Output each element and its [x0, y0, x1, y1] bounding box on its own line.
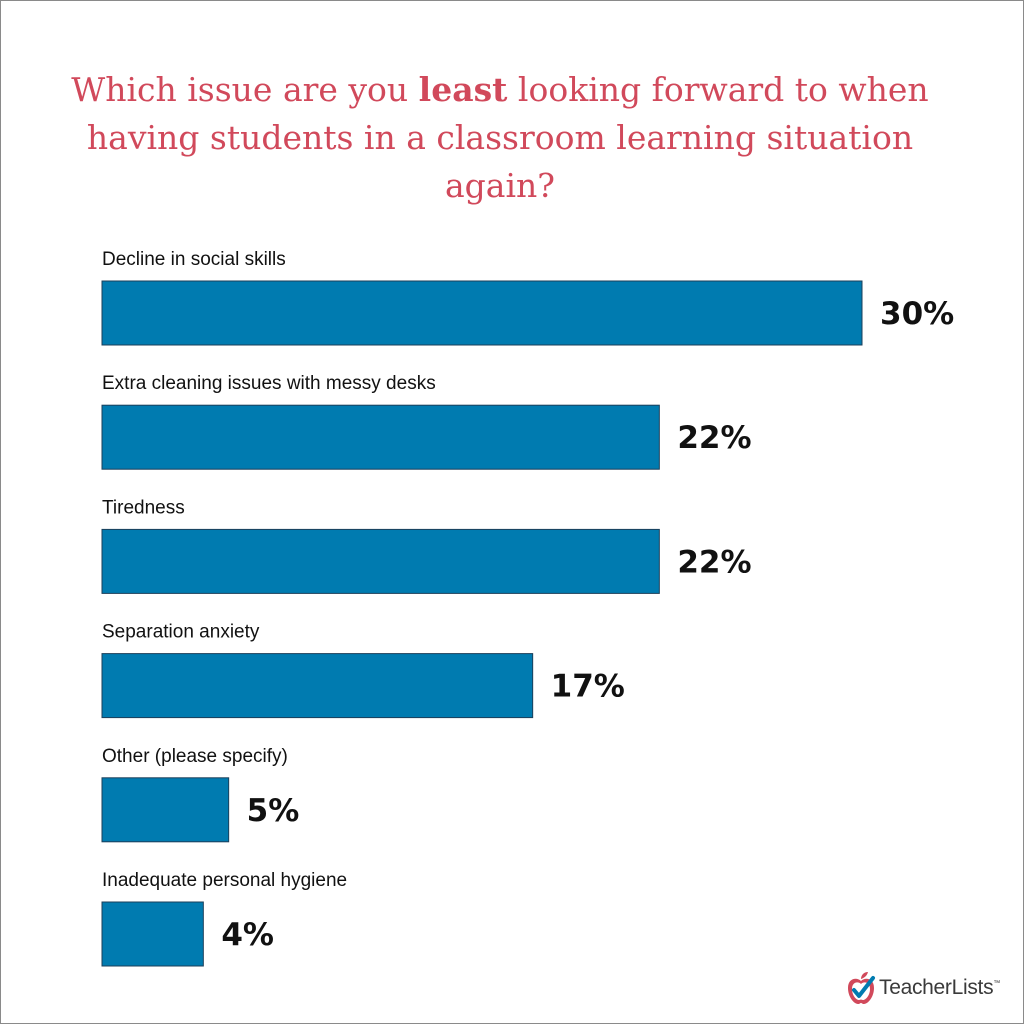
check-mark — [852, 976, 875, 998]
bar — [101, 777, 230, 843]
value-label: 22% — [677, 544, 751, 580]
category-label: Decline in social skills — [102, 249, 286, 270]
chart-title-part-2: looking forward to when having students … — [86, 70, 929, 205]
apple-leaf — [861, 972, 868, 979]
value-label: 4% — [221, 917, 274, 953]
brand-trademark: ™ — [993, 980, 1001, 987]
bar — [101, 901, 204, 967]
bar — [101, 528, 660, 594]
category-label: Tiredness — [102, 497, 185, 518]
category-label: Other (please specify) — [102, 746, 288, 767]
bar — [101, 404, 660, 470]
chart-title: Which issue are you least looking forwar… — [40, 66, 960, 210]
bar — [101, 653, 534, 719]
value-label: 22% — [677, 420, 751, 456]
apple-check-icon — [848, 972, 875, 1004]
chart-title-part-1: Which issue are you — [71, 70, 419, 109]
value-label: 30% — [880, 296, 954, 332]
bar — [101, 280, 863, 346]
category-label: Separation anxiety — [102, 622, 260, 643]
category-label: Inadequate personal hygiene — [102, 870, 347, 891]
teacherlists-logo: TeacherLists ™ — [846, 968, 1000, 1008]
value-label: 5% — [247, 793, 300, 829]
brand-name: TeacherLists — [879, 976, 994, 999]
value-label: 17% — [551, 669, 625, 705]
chart-title-emphasis: least — [418, 70, 508, 109]
category-label: Extra cleaning issues with messy desks — [102, 373, 436, 394]
